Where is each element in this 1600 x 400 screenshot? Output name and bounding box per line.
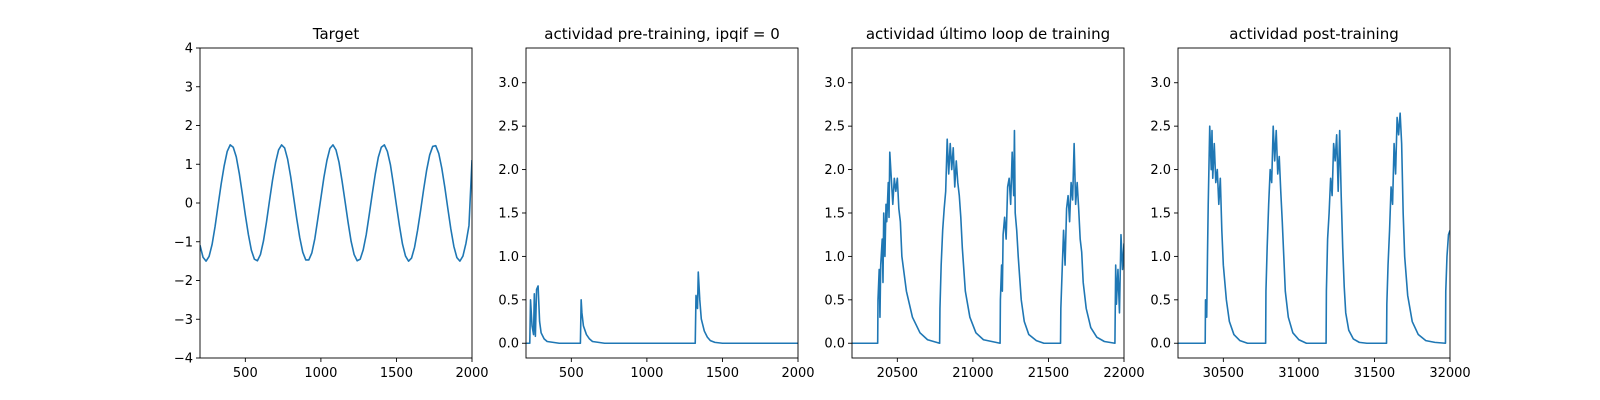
y-tick-label: 1.0 xyxy=(1150,250,1171,265)
y-tick-label: 1 xyxy=(185,158,193,173)
y-tick-label: 1.5 xyxy=(1150,206,1171,221)
x-tick-label: 21500 xyxy=(1028,366,1069,381)
chart-panel-3: 20500 21000 21500 22000 0.0 0.5 1.0 1.5 2.0 2.5 3.… xyxy=(824,25,1144,381)
y-tick-label: 2.0 xyxy=(824,163,845,178)
y-tick-label: 2.5 xyxy=(498,120,519,135)
x-tick-label: 1000 xyxy=(630,366,663,381)
axes-frame xyxy=(851,47,1125,359)
axes-frame xyxy=(525,47,799,359)
y-tick-label: 3 xyxy=(185,80,193,95)
y-tick-label: 0.0 xyxy=(824,337,845,352)
series-line-1 xyxy=(200,144,472,262)
y-tick-label: 2.5 xyxy=(1150,120,1171,135)
x-tick-label: 32000 xyxy=(1429,366,1470,381)
chart-title: actividad post-training xyxy=(1229,25,1398,43)
y-tick-label: 0.0 xyxy=(498,337,519,352)
chart-title: Target xyxy=(312,25,360,43)
y-tick-label: −2 xyxy=(174,274,193,289)
series-line-1 xyxy=(1178,112,1450,345)
y-tick-label: 0 xyxy=(185,197,193,212)
y-tick-label: 4 xyxy=(185,42,193,57)
x-tick-label: 2000 xyxy=(781,366,814,381)
x-tick-label: 20500 xyxy=(877,366,918,381)
y-tick-label: 0.5 xyxy=(824,293,845,308)
x-tick-label: 500 xyxy=(233,366,258,381)
x-tick-label: 21000 xyxy=(952,366,993,381)
x-tick-label: 22000 xyxy=(1103,366,1144,381)
y-tick-label: 0.5 xyxy=(498,293,519,308)
series-line-1 xyxy=(852,129,1124,345)
y-tick-label: 2.0 xyxy=(498,163,519,178)
chart-title: actividad último loop de training xyxy=(866,25,1110,43)
x-tick-label: 31500 xyxy=(1354,366,1395,381)
y-tick-label: −1 xyxy=(174,235,193,250)
x-tick-label: 2000 xyxy=(455,366,488,381)
series-line-1 xyxy=(526,271,798,345)
y-tick-label: 2 xyxy=(185,119,193,134)
y-tick-label: −3 xyxy=(174,313,193,328)
x-tick-label: 1000 xyxy=(304,366,337,381)
chart-panel-2: 500 1000 1500 2000 0.0 0.5 1.0 1.5 2.0 2.5 3.0 acti… xyxy=(498,25,814,381)
y-tick-label: 1.0 xyxy=(498,250,519,265)
y-tick-label: −4 xyxy=(174,352,193,367)
chart-panel-1: 500 1000 1500 2000 −4 −3 −2 −1 0 1 2 3 4 Target xyxy=(174,25,489,381)
y-tick-label: 0.5 xyxy=(1150,293,1171,308)
y-tick-label: 0.0 xyxy=(1150,337,1171,352)
y-tick-label: 3.0 xyxy=(1150,76,1171,91)
x-tick-label: 500 xyxy=(559,366,584,381)
y-tick-label: 1.5 xyxy=(498,206,519,221)
y-tick-label: 3.0 xyxy=(824,76,845,91)
axes-frame xyxy=(1177,47,1451,359)
x-tick-label: 30500 xyxy=(1203,366,1244,381)
y-tick-label: 2.0 xyxy=(1150,163,1171,178)
y-tick-label: 1.5 xyxy=(824,206,845,221)
y-tick-label: 1.0 xyxy=(824,250,845,265)
y-tick-label: 3.0 xyxy=(498,76,519,91)
panels: 500 1000 1500 2000 −4 −3 −2 −1 0 1 2 3 4 Target 500 100… xyxy=(174,25,1471,381)
chart-title: actividad pre-training, ipqif = 0 xyxy=(544,25,780,43)
x-tick-label: 1500 xyxy=(706,366,739,381)
x-tick-label: 31000 xyxy=(1278,366,1319,381)
x-tick-label: 1500 xyxy=(380,366,413,381)
chart-panel-4: 30500 31000 31500 32000 0.0 0.5 1.0 1.5 2.0 2.5 3.… xyxy=(1150,25,1470,381)
y-tick-label: 2.5 xyxy=(824,120,845,135)
